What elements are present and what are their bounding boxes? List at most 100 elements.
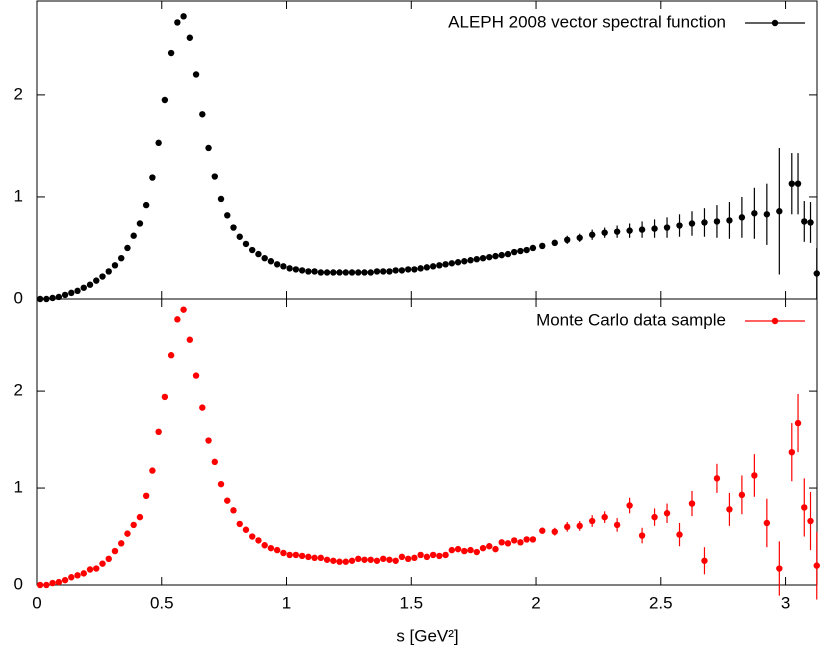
x-tick-label: 2.5: [649, 593, 673, 612]
data-point: [539, 527, 546, 534]
data-point: [613, 521, 621, 529]
data-point: [167, 352, 175, 359]
data-point: [292, 551, 300, 559]
data-point: [311, 268, 318, 275]
data-point: [136, 220, 144, 227]
data-point: [323, 269, 331, 276]
data-point: [651, 513, 658, 521]
data-point: [651, 225, 658, 232]
data-point: [461, 547, 468, 555]
data-point: [267, 258, 275, 265]
data-point: [161, 393, 169, 401]
data-point: [373, 268, 381, 275]
data-point: [36, 581, 44, 589]
plot-frame: [36, 0, 818, 300]
data-point: [55, 578, 63, 586]
data-point: [186, 336, 194, 343]
data-point: [807, 219, 814, 226]
data-point: [298, 552, 306, 560]
data-point: [336, 269, 343, 276]
data-point: [564, 523, 571, 531]
data-point: [93, 277, 100, 284]
data-point: [576, 522, 583, 530]
y-tick-label: 1: [14, 478, 23, 497]
data-point: [217, 480, 225, 488]
data-point: [49, 579, 56, 587]
data-point: [423, 553, 431, 561]
data-point: [130, 521, 137, 529]
data-point: [280, 263, 287, 270]
data-point: [529, 244, 537, 252]
data-point: [688, 500, 696, 507]
data-point: [124, 530, 131, 537]
data-point: [539, 242, 546, 250]
data-point: [249, 246, 256, 254]
data-point: [161, 96, 169, 104]
data-point: [342, 269, 349, 276]
data-point: [738, 491, 746, 499]
data-point: [305, 268, 312, 275]
data-point: [467, 546, 474, 554]
data-point: [105, 268, 112, 275]
data-point: [99, 560, 106, 567]
data-point: [417, 265, 424, 272]
data-point: [688, 220, 696, 227]
data-point: [461, 258, 468, 265]
data-point: [479, 254, 487, 262]
data-point: [217, 195, 225, 203]
data-point: [249, 533, 256, 540]
data-point: [367, 556, 374, 563]
data-point: [136, 513, 144, 521]
data-point: [763, 519, 771, 527]
plot-frame: [36, 298, 818, 586]
data-point: [355, 269, 362, 276]
data-point: [180, 306, 187, 313]
data-point: [613, 228, 621, 235]
y-tick-label: 1: [14, 186, 23, 205]
data-point: [111, 547, 119, 555]
data-point: [93, 565, 100, 572]
data-point: [80, 284, 87, 291]
data-point: [199, 111, 206, 118]
data-point: [111, 262, 119, 269]
data-point: [504, 250, 512, 258]
data-point: [763, 211, 771, 218]
data-point: [174, 316, 181, 323]
data-point: [255, 537, 262, 544]
data-point: [523, 536, 530, 543]
data-point: [280, 549, 287, 557]
data-point: [361, 556, 368, 563]
x-tick-label: 2: [531, 593, 540, 612]
data-point: [479, 544, 487, 552]
y-tick-label: 2: [14, 381, 23, 400]
data-point: [454, 259, 462, 266]
data-point: [738, 214, 746, 221]
data-point: [701, 557, 708, 564]
data-point: [80, 570, 87, 577]
x-tick-label: 0.5: [150, 593, 174, 612]
data-point: [404, 266, 412, 273]
data-point: [517, 247, 524, 255]
data-point: [638, 226, 646, 233]
data-point: [286, 265, 293, 272]
data-point: [236, 520, 243, 528]
data-point: [713, 475, 721, 482]
data-point: [411, 554, 418, 562]
data-point: [174, 19, 181, 26]
data-point: [436, 552, 443, 560]
data-point: [626, 502, 633, 509]
data-point: [813, 270, 820, 277]
data-point: [149, 174, 156, 181]
data-point: [261, 254, 268, 262]
y-tick-label: 0: [14, 288, 23, 307]
data-point: [236, 233, 243, 240]
data-point: [429, 263, 437, 270]
data-point: [380, 268, 387, 275]
data-point: [801, 504, 808, 511]
data-point: [392, 557, 399, 564]
data-point: [511, 248, 518, 256]
data-point: [448, 260, 456, 267]
data-point: [601, 229, 608, 236]
data-point: [43, 581, 50, 589]
